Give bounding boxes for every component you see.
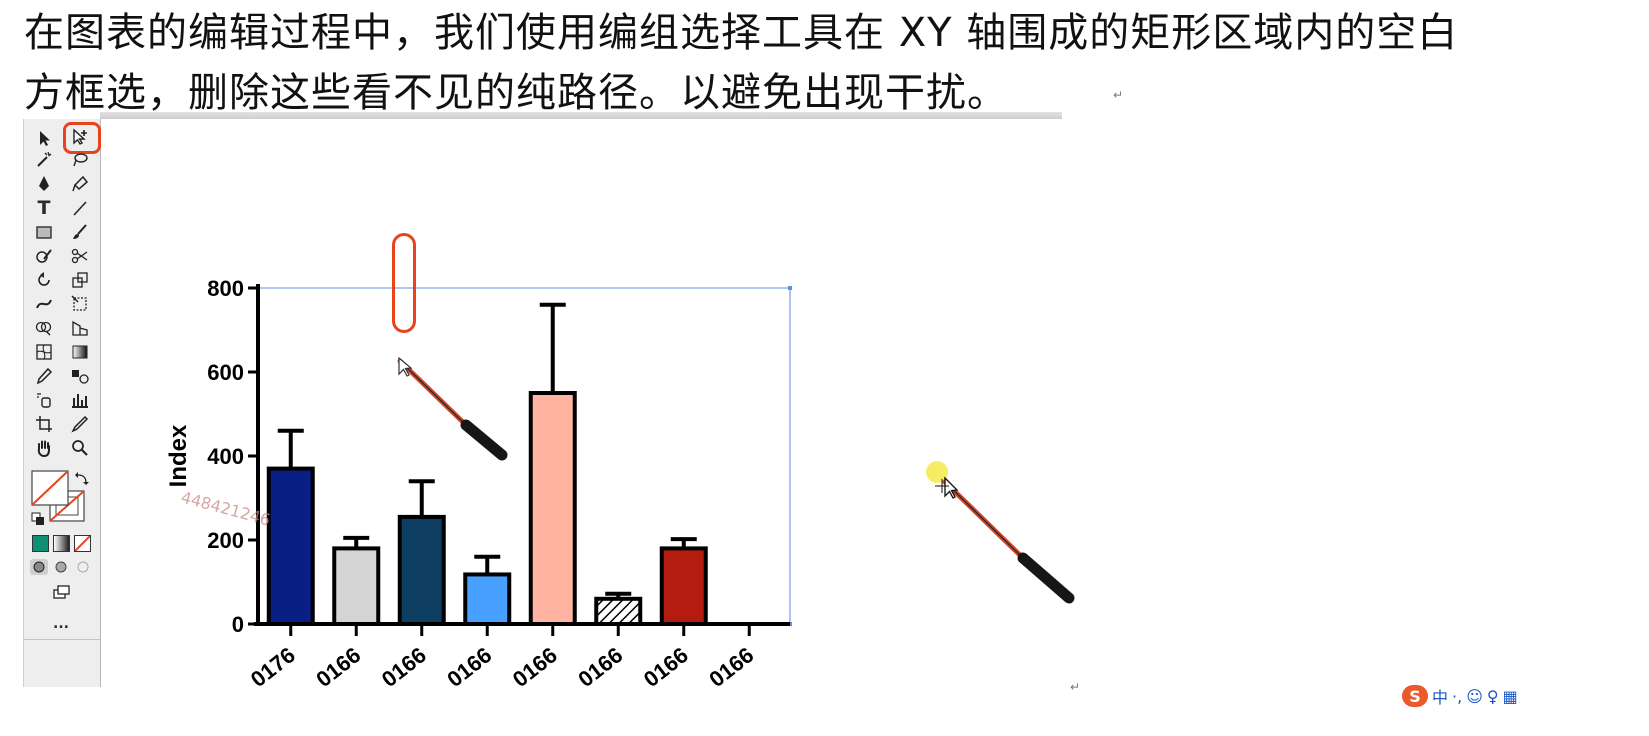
gradient-icon[interactable]	[68, 341, 92, 363]
x-tick-label: 0166	[508, 642, 562, 690]
y-tick-label: 800	[207, 276, 244, 301]
paragraph-mark: ↵	[1113, 88, 1124, 102]
toolbar-divider	[24, 639, 100, 640]
pen-icon[interactable]	[32, 173, 56, 195]
x-tick-label: 0166	[442, 642, 496, 690]
y-tick-label: 400	[207, 444, 244, 469]
scale-icon[interactable]	[68, 269, 92, 291]
blend-icon[interactable]	[68, 365, 92, 387]
mesh-icon[interactable]	[32, 341, 56, 363]
ime-emoji-icon[interactable]: ☺	[1466, 686, 1483, 706]
lasso-icon[interactable]	[68, 149, 92, 171]
slice-icon[interactable]	[68, 413, 92, 435]
selection-arrow-icon[interactable]	[32, 127, 56, 149]
bar	[332, 546, 381, 626]
bar	[659, 546, 708, 626]
ime-language-label[interactable]: 中	[1432, 688, 1449, 707]
ime-punctuation-icon[interactable]: ·,	[1452, 686, 1463, 706]
artboard-icon[interactable]	[32, 413, 56, 435]
curvature-icon[interactable]	[68, 173, 92, 195]
y-axis-title: Index	[165, 424, 192, 487]
x-tick-label: 0166	[311, 642, 365, 690]
y-tick-label: 0	[232, 612, 244, 637]
fill-stroke-widget[interactable]	[30, 469, 90, 527]
illustrator-canvas-edge	[100, 112, 1062, 119]
column-graph-icon[interactable]	[68, 389, 92, 411]
bar	[266, 466, 315, 626]
eyedropper-icon[interactable]	[32, 365, 56, 387]
bar	[397, 514, 446, 626]
rotate-icon[interactable]	[32, 269, 56, 291]
sogou-logo-icon[interactable]: S	[1402, 685, 1428, 707]
symbol-sprayer-icon[interactable]	[32, 389, 56, 411]
hand-icon[interactable]	[32, 437, 56, 459]
document-text-line-1: 在图表的编辑过程中，我们使用编组选择工具在 XY 轴围成的矩形区域内的空白	[24, 10, 1459, 56]
color-swatch[interactable]	[32, 535, 49, 552]
bar	[528, 391, 577, 626]
click-highlight	[926, 461, 948, 483]
magic-wand-icon[interactable]	[32, 149, 56, 171]
perspective-grid-icon[interactable]	[68, 317, 92, 339]
zoom-icon[interactable]	[68, 437, 92, 459]
x-tick-label: 0166	[639, 642, 693, 690]
pen-pointer-overlay-2	[926, 461, 1075, 604]
none-swatch[interactable]	[74, 535, 91, 552]
active-tool-highlight	[63, 122, 101, 154]
ime-voice-icon[interactable]: ♀	[1486, 686, 1499, 706]
draw-behind-icon[interactable]	[52, 559, 70, 575]
y-tick-label: 200	[207, 528, 244, 553]
pen-pointer-overlay	[397, 356, 508, 461]
draw-normal-icon[interactable]	[30, 559, 48, 575]
group-selection-icon[interactable]	[68, 126, 92, 148]
shape-builder-icon[interactable]	[32, 317, 56, 339]
line-segment-icon[interactable]	[68, 197, 92, 219]
x-tick-label: 0166	[573, 642, 627, 690]
bar	[463, 572, 512, 627]
paragraph-mark: ↵	[1070, 680, 1081, 694]
document-text-line-2: 方框选，删除这些看不见的纯路径。以避免出现干扰。	[24, 70, 1008, 116]
gradient-swatch[interactable]	[53, 535, 70, 552]
tools-panel: T	[23, 119, 101, 687]
draw-inside-icon[interactable]	[74, 559, 92, 575]
ime-toolbar[interactable]: S 中 ·, ☺ ♀ ▦	[1402, 684, 1518, 708]
annotation-oval	[392, 233, 416, 333]
paintbrush-icon[interactable]	[68, 221, 92, 243]
x-tick-label: 0166	[704, 642, 758, 690]
x-tick-label: 0166	[377, 642, 431, 690]
bar	[594, 596, 643, 626]
x-tick-label: 0176	[246, 642, 300, 690]
scissors-icon[interactable]	[68, 245, 92, 267]
type-icon[interactable]: T	[37, 197, 51, 219]
y-tick-label: 600	[207, 360, 244, 385]
edit-toolbar-icon[interactable]: ...	[53, 616, 69, 632]
shaper-icon[interactable]	[32, 245, 56, 267]
bounding-box-handle	[788, 286, 792, 290]
free-transform-icon[interactable]	[68, 293, 92, 315]
screen-mode-icon[interactable]	[49, 581, 73, 603]
rectangle-icon[interactable]	[32, 221, 56, 243]
width-icon[interactable]	[32, 293, 56, 315]
ime-keyboard-icon[interactable]: ▦	[1502, 686, 1518, 706]
